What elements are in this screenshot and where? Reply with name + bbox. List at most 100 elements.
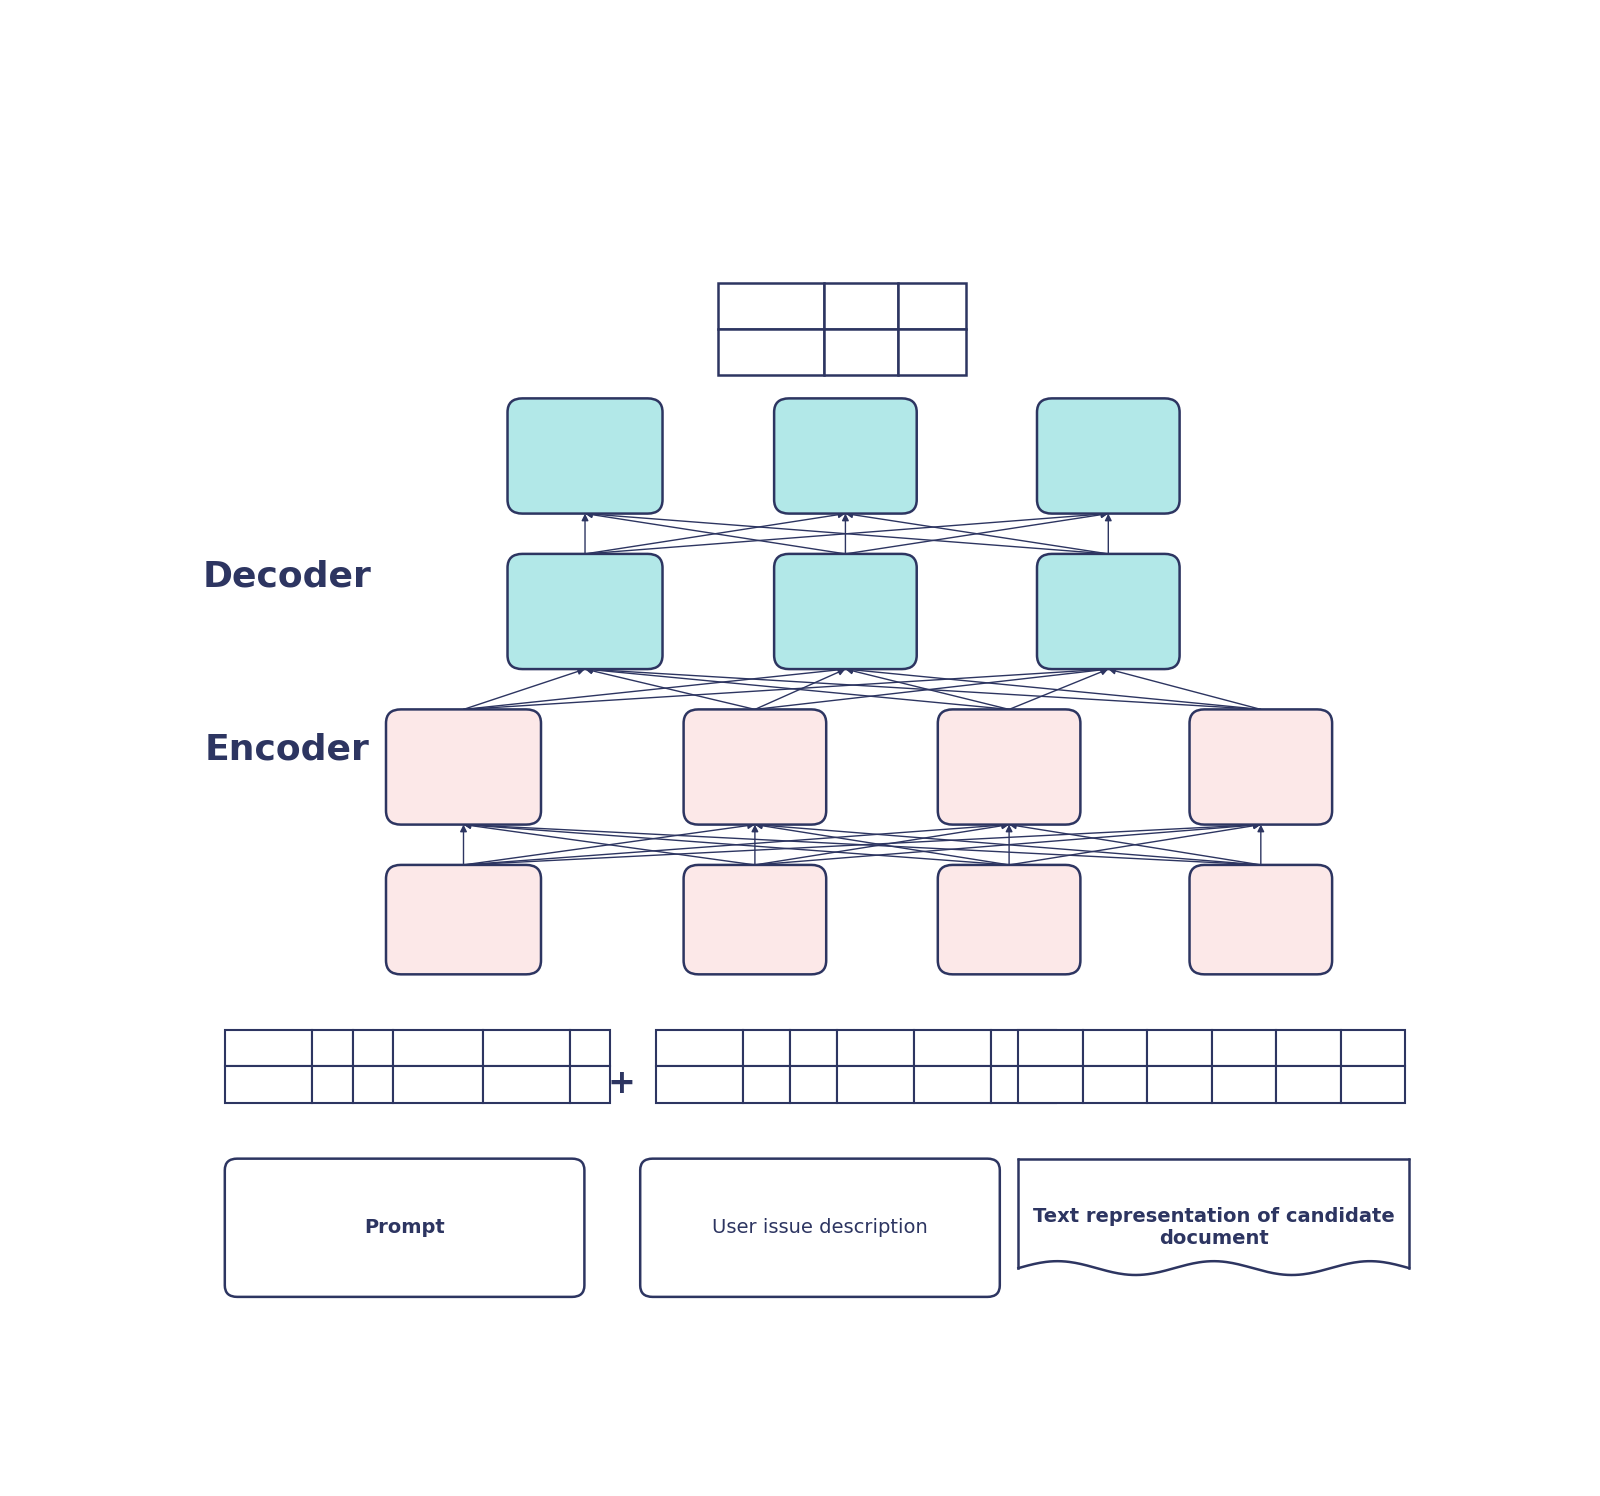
Text: relevant?: relevant? (498, 1079, 555, 1092)
Bar (570, 1067, 611, 1104)
Text: Answer:: Answer: (827, 343, 894, 362)
Text: review: review (854, 1079, 896, 1092)
Text: Prompt: Prompt (365, 1218, 445, 1237)
Bar (656, 1067, 742, 1104)
Bar (224, 1029, 312, 1067)
FancyBboxPatch shape (1037, 554, 1179, 669)
Bar (394, 1029, 483, 1067)
Text: 14: 14 (1237, 1041, 1251, 1055)
Bar (824, 329, 898, 375)
Bar (837, 1067, 914, 1104)
Bar (1211, 1029, 1277, 1067)
Text: 4: 4 (522, 1041, 530, 1055)
Text: does: does (798, 1079, 829, 1092)
Bar (718, 329, 824, 375)
FancyBboxPatch shape (938, 709, 1080, 824)
Bar (1083, 1029, 1147, 1067)
Bar (352, 1029, 394, 1067)
FancyBboxPatch shape (640, 1159, 1000, 1297)
Bar (914, 1067, 990, 1104)
Text: policy: policy (1290, 1079, 1326, 1092)
Text: Article: Article (1030, 1079, 1070, 1092)
Text: Position: Position (243, 1041, 293, 1055)
Text: Token: Token (682, 1079, 717, 1092)
Bar (1277, 1067, 1341, 1104)
Bar (1341, 1067, 1405, 1104)
Bar (990, 1029, 1056, 1067)
Bar (1019, 1029, 1083, 1067)
Bar (1019, 1067, 1083, 1104)
Text: 7: 7 (810, 1041, 818, 1055)
Text: Text representation of candidate
document: Text representation of candidate documen… (1034, 1207, 1395, 1248)
FancyBboxPatch shape (1037, 398, 1179, 513)
Text: this: this (362, 1079, 384, 1092)
Text: 1: 1 (328, 1041, 336, 1055)
Bar (570, 1029, 611, 1067)
Bar (1277, 1029, 1341, 1067)
Text: 9: 9 (949, 1041, 957, 1055)
Bar (837, 1029, 914, 1067)
Bar (990, 1067, 1056, 1104)
Bar (1083, 1067, 1147, 1104)
Text: 5: 5 (586, 1041, 594, 1055)
Text: Decoder: Decoder (202, 560, 371, 594)
Text: policy: policy (934, 1079, 971, 1092)
Text: 6: 6 (763, 1041, 771, 1055)
Text: 3: 3 (434, 1041, 442, 1055)
Bar (1341, 1029, 1405, 1067)
Text: document: document (406, 1079, 470, 1092)
Text: 8: 8 (872, 1041, 880, 1055)
Text: 16: 16 (1365, 1041, 1381, 1055)
FancyBboxPatch shape (1189, 709, 1333, 824)
Text: Encoder: Encoder (205, 733, 370, 767)
FancyBboxPatch shape (938, 865, 1080, 974)
Text: Airbnb: Airbnb (1160, 1079, 1200, 1092)
FancyBboxPatch shape (224, 1159, 584, 1297)
Text: Yes: Yes (918, 343, 946, 362)
Text: work?: work? (1005, 1079, 1042, 1092)
FancyBboxPatch shape (774, 554, 917, 669)
Text: 2: 2 (926, 298, 938, 316)
FancyBboxPatch shape (774, 398, 917, 513)
FancyBboxPatch shape (507, 398, 662, 513)
FancyBboxPatch shape (683, 865, 826, 974)
Text: is: is (326, 1079, 338, 1092)
FancyBboxPatch shape (1189, 865, 1333, 974)
Text: Position: Position (675, 1041, 723, 1055)
Text: ::: :: (586, 1079, 594, 1092)
Bar (312, 1067, 352, 1104)
Bar (394, 1067, 483, 1104)
Text: 12: 12 (1107, 1041, 1123, 1055)
Text: Ttitle:: Ttitle: (1098, 1079, 1133, 1092)
Bar (742, 1029, 790, 1067)
Bar (312, 1029, 352, 1067)
Bar (483, 1067, 570, 1104)
Bar (1019, 1159, 1408, 1269)
Text: 1: 1 (856, 298, 866, 316)
Bar (790, 1067, 837, 1104)
Bar (352, 1067, 394, 1104)
Text: 15: 15 (1301, 1041, 1317, 1055)
FancyBboxPatch shape (683, 709, 826, 824)
Bar (224, 1067, 312, 1104)
Text: how: how (754, 1079, 779, 1092)
Text: review: review (1224, 1079, 1266, 1092)
Text: Position: Position (739, 298, 803, 316)
Text: Token: Token (250, 1079, 286, 1092)
Bar (1211, 1067, 1277, 1104)
Text: Article: Article (1354, 1079, 1394, 1092)
Bar (914, 1029, 990, 1067)
Bar (824, 283, 898, 329)
Bar (898, 283, 966, 329)
FancyBboxPatch shape (507, 554, 662, 669)
Text: +: + (608, 1067, 635, 1100)
Bar (718, 283, 824, 329)
FancyBboxPatch shape (386, 709, 541, 824)
Text: 10: 10 (1016, 1041, 1032, 1055)
FancyBboxPatch shape (386, 865, 541, 974)
Bar (1147, 1029, 1211, 1067)
Bar (656, 1029, 742, 1067)
Bar (898, 329, 966, 375)
Text: 11: 11 (1043, 1041, 1059, 1055)
Text: 13: 13 (1171, 1041, 1187, 1055)
